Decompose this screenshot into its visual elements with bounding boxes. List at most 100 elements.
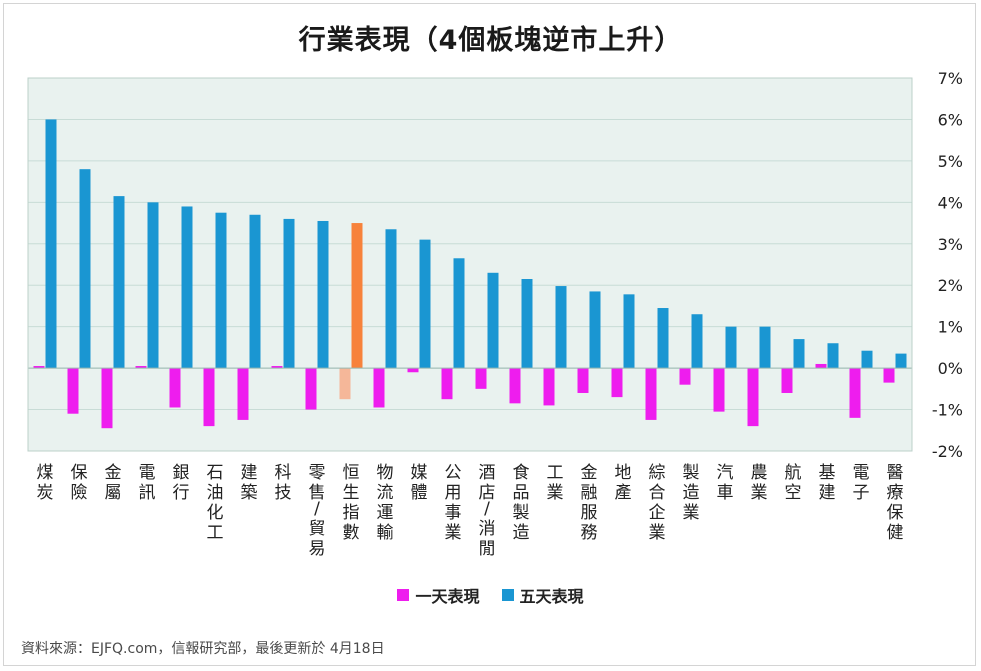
y-tick-label: 1%	[938, 318, 963, 337]
bar-five-day	[623, 294, 635, 369]
chart-frame	[3, 3, 976, 666]
x-tick-label: 建築	[241, 463, 258, 503]
bar-five-day	[827, 343, 839, 369]
chart-title: 行業表現（4個板塊逆市上升）	[298, 25, 683, 56]
bar-one-day	[713, 368, 725, 412]
y-tick-label: -1%	[932, 401, 963, 420]
y-tick-label: 0%	[938, 359, 963, 378]
legend-item-five-day: 五天表現	[501, 583, 584, 607]
bar-five-day	[759, 326, 771, 369]
legend-label-one-day: 一天表現	[415, 587, 480, 606]
bar-five-day	[691, 314, 703, 369]
y-tick-label: 5%	[938, 152, 963, 171]
x-tick-label: 醫療保健	[887, 463, 904, 543]
bar-one-day	[747, 368, 759, 427]
x-tick-label: 地產	[615, 463, 632, 503]
x-tick-label: 公用事業	[445, 463, 462, 543]
y-tick-label: 2%	[938, 276, 963, 295]
x-tick-label: 農業	[751, 463, 768, 503]
bar-five-day	[215, 212, 227, 369]
bar-five-day	[283, 218, 295, 369]
bar-one-day	[781, 368, 793, 393]
x-tick-label: 汽車	[717, 463, 734, 503]
x-tick-label: 酒店/消閒	[479, 463, 496, 559]
bar-one-day	[679, 368, 691, 385]
y-tick-label: 7%	[938, 69, 963, 88]
x-tick-label: 石油化工	[207, 463, 224, 543]
bar-five-day	[555, 286, 567, 369]
y-tick-label: 4%	[938, 193, 963, 212]
y-tick-label: -2%	[932, 442, 963, 461]
x-tick-label: 煤炭	[37, 463, 54, 503]
bar-one-day	[407, 368, 419, 373]
bar-one-day	[33, 366, 45, 369]
bar-five-day	[249, 214, 261, 369]
bar-five-day	[181, 206, 193, 369]
bar-five-day	[487, 272, 499, 369]
x-tick-label: 電子	[853, 463, 870, 503]
bar-five-day	[351, 223, 363, 369]
legend-item-one-day: 一天表現	[397, 583, 480, 607]
chart-legend: 一天表現 五天表現	[0, 583, 981, 607]
x-tick-label: 科技	[275, 463, 292, 503]
bar-one-day	[67, 368, 79, 414]
bar-five-day	[589, 291, 601, 369]
bar-five-day	[861, 350, 873, 369]
bar-one-day	[509, 368, 521, 404]
x-tick-label: 製造業	[683, 463, 700, 523]
bar-one-day	[101, 368, 113, 429]
bar-one-day	[849, 368, 861, 418]
bar-one-day	[543, 368, 555, 406]
bar-five-day	[453, 258, 465, 369]
bar-five-day	[895, 353, 907, 369]
bar-one-day	[373, 368, 385, 408]
source-note: 資料來源：EJFQ.com，信報研究部，最後更新於 4月18日	[21, 641, 385, 657]
bar-five-day	[793, 339, 805, 369]
bar-one-day	[339, 368, 351, 400]
y-tick-label: 3%	[938, 235, 963, 254]
bar-one-day	[169, 368, 181, 408]
plot-area	[28, 78, 912, 451]
x-tick-label: 電訊	[139, 463, 156, 503]
x-tick-label: 基建	[819, 463, 836, 503]
x-tick-label: 零售/貿易	[309, 463, 326, 559]
x-tick-label: 工業	[547, 463, 564, 503]
bar-one-day	[475, 368, 487, 389]
bar-five-day	[317, 220, 329, 369]
legend-swatch-five-day	[501, 589, 514, 601]
legend-label-five-day: 五天表現	[519, 587, 584, 606]
x-tick-label: 銀行	[173, 463, 190, 503]
x-tick-label: 綜合企業	[649, 463, 666, 543]
x-tick-label: 食品製造	[513, 463, 530, 543]
x-tick-label: 媒體	[411, 463, 428, 503]
bar-five-day	[45, 119, 57, 369]
x-tick-label: 物流運輸	[377, 463, 394, 543]
bar-one-day	[135, 366, 147, 369]
bar-five-day	[521, 279, 533, 369]
bar-one-day	[271, 366, 283, 369]
bar-one-day	[611, 368, 623, 398]
x-tick-label: 金融服務	[581, 463, 598, 543]
y-tick-label: 6%	[938, 110, 963, 129]
bar-five-day	[419, 239, 431, 369]
bar-one-day	[645, 368, 657, 420]
bar-five-day	[725, 326, 737, 369]
bar-one-day	[305, 368, 317, 410]
bar-one-day	[237, 368, 249, 420]
bar-one-day	[815, 363, 827, 369]
bar-five-day	[385, 229, 397, 369]
bar-one-day	[441, 368, 453, 400]
bar-five-day	[657, 308, 669, 369]
x-tick-label: 航空	[785, 463, 802, 503]
x-tick-label: 恒生指數	[343, 463, 360, 543]
bar-five-day	[79, 169, 91, 369]
bar-one-day	[577, 368, 589, 393]
bar-one-day	[883, 368, 895, 383]
bar-five-day	[113, 196, 125, 369]
x-tick-label: 金屬	[105, 463, 122, 503]
legend-swatch-one-day	[397, 589, 410, 601]
plot-border	[27, 77, 913, 452]
x-tick-label: 保險	[71, 463, 88, 503]
bar-five-day	[147, 202, 159, 369]
